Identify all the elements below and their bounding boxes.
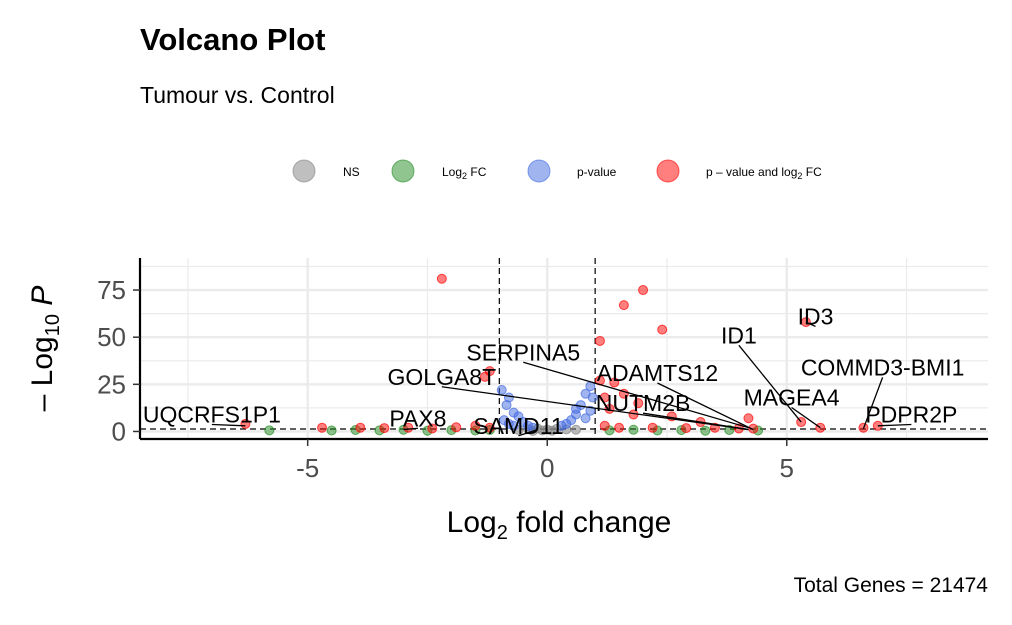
label-connector xyxy=(657,382,754,431)
label-connector xyxy=(877,423,912,427)
data-point-both xyxy=(748,423,759,434)
y-tick-label: 25 xyxy=(97,369,126,399)
gene-label: ADAMTS12 xyxy=(597,360,718,386)
x-tick-label: -5 xyxy=(296,453,319,483)
data-point-both xyxy=(355,422,366,433)
data-point-both xyxy=(479,371,490,382)
y-tick-label: 75 xyxy=(97,275,126,305)
data-point-both xyxy=(484,422,495,433)
data-point-both xyxy=(657,324,668,335)
data-point-both xyxy=(451,422,462,433)
legend-label-fc: Log2 FC xyxy=(442,165,487,181)
gene-label: COMMD3-BMI1 xyxy=(801,354,965,380)
data-point-ns xyxy=(537,425,548,436)
legend: NS Log2 FC p-value p – value and log2 FC xyxy=(292,159,822,183)
gene-label: PAX8 xyxy=(389,405,446,431)
caption: Total Genes = 21474 xyxy=(794,574,989,597)
data-point-both xyxy=(681,423,692,434)
data-point-p xyxy=(580,413,591,424)
gene-label: ID3 xyxy=(798,303,834,329)
legend-label-ns: NS xyxy=(343,165,360,179)
y-axis-title: – Log10 P xyxy=(26,286,64,412)
label-connector xyxy=(211,423,246,427)
gene-label: SAMD11 xyxy=(473,413,563,439)
data-point-both xyxy=(470,420,481,431)
data-point-ns xyxy=(547,425,558,436)
x-tick-label: 0 xyxy=(540,453,554,483)
y-tick-label: 0 xyxy=(112,416,126,446)
legend-label-p: p-value xyxy=(577,165,617,179)
data-point-both xyxy=(743,413,754,424)
data-point-ns xyxy=(570,424,581,435)
chart-subtitle: Tumour vs. Control xyxy=(140,82,335,108)
data-point-p xyxy=(587,392,598,403)
legend-label-both: p – value and log2 FC xyxy=(706,165,822,181)
plot-grid xyxy=(140,258,988,439)
data-point-both xyxy=(638,285,649,296)
data-point-both xyxy=(594,335,605,346)
data-point-p xyxy=(508,407,519,418)
data-point-both xyxy=(599,392,610,403)
label-connectors xyxy=(211,321,912,437)
label-connector xyxy=(642,412,749,431)
gene-label: ID1 xyxy=(721,322,757,348)
data-point-fc xyxy=(326,425,337,436)
label-connector xyxy=(441,386,749,431)
data-point-both xyxy=(614,422,625,433)
data-point-p xyxy=(503,392,514,403)
data-point-both xyxy=(317,422,328,433)
chart-title: Volcano Plot xyxy=(140,22,325,57)
label-connector xyxy=(518,428,538,437)
data-point-p xyxy=(496,384,507,395)
data-point-both xyxy=(427,423,438,434)
legend-key-p xyxy=(527,159,551,183)
data-point-both xyxy=(647,422,658,433)
data-point-p xyxy=(508,420,519,431)
gene-label: NUTM2B xyxy=(596,390,691,416)
data-point-p xyxy=(570,403,581,414)
label-connector xyxy=(403,427,418,431)
data-point-both xyxy=(609,377,620,388)
label-connector xyxy=(862,377,884,429)
data-point-both xyxy=(599,420,610,431)
data-point-both xyxy=(618,300,629,311)
x-tick-label: 5 xyxy=(780,453,794,483)
x-axis-title: Log2 fold change xyxy=(447,506,672,544)
gene-label: SERPINA5 xyxy=(466,339,580,365)
legend-key-fc xyxy=(391,159,415,183)
gene-label: GOLGA8T xyxy=(388,364,497,390)
gene-labels: ID3 ID1 SERPINA5 ADAMTS12 COMMD3-BMI1 GOLGA8T… xyxy=(143,303,965,438)
label-connector xyxy=(805,321,816,328)
y-tick-label: 50 xyxy=(97,322,126,352)
label-connector xyxy=(523,361,749,429)
data-point-both xyxy=(633,398,644,409)
data-point-fc xyxy=(700,425,711,436)
gene-label: MAGEA4 xyxy=(744,385,840,411)
data-points xyxy=(240,273,883,436)
data-point-both xyxy=(379,423,390,434)
label-connector xyxy=(738,344,802,423)
gene-label: UQCRFS1P1 xyxy=(143,401,281,427)
legend-key-both xyxy=(656,159,680,183)
legend-key-ns xyxy=(292,159,316,183)
data-point-fc xyxy=(264,425,275,436)
gene-label: PDPR2P xyxy=(865,401,957,427)
data-point-fc xyxy=(628,424,639,435)
data-point-both xyxy=(436,273,447,284)
label-connector xyxy=(791,406,821,429)
